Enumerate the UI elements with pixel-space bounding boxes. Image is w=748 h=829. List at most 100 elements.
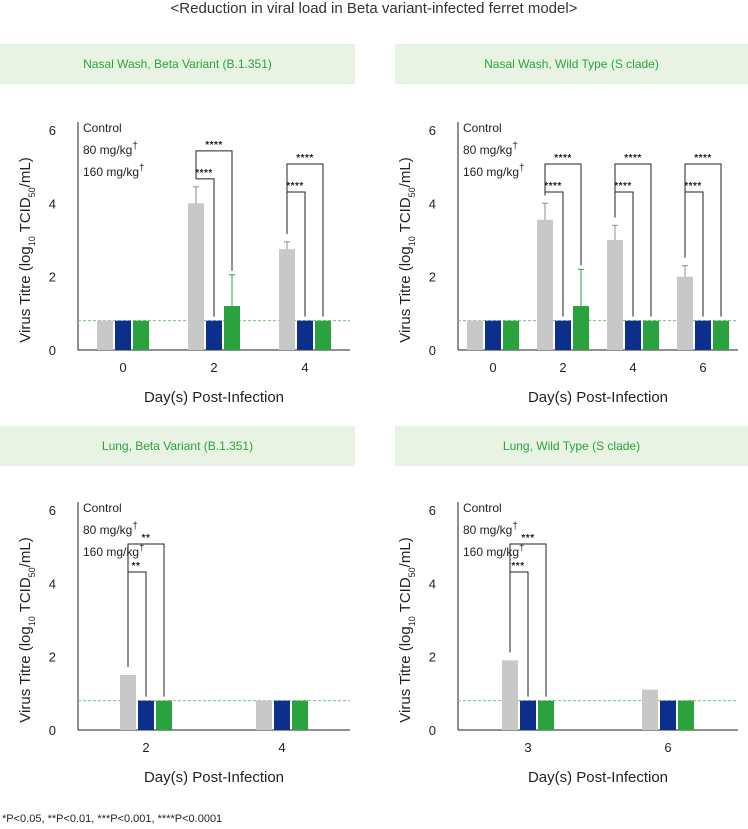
y-axis-label: Virus Titre (log10 TCID50/mL) [397, 157, 417, 342]
y-tick-label: 2 [429, 650, 436, 665]
x-axis-label: Day(s) Post-Infection [144, 769, 284, 786]
bar-control [279, 249, 295, 350]
x-tick-label: 4 [301, 360, 308, 375]
bar-160mg [678, 700, 694, 730]
bar-80mg [660, 700, 676, 730]
legend-entry: Control [463, 501, 502, 515]
chart-lung-wild-type: 0 2 4 6 Virus Titre (log10 TCID50/mL) 3 6 Day(s… [397, 501, 738, 786]
x-tick-label: 0 [119, 360, 126, 375]
significance-label: **** [195, 168, 213, 179]
panel-header-lung-wild-type: Lung, Wild Type (S clade) [395, 426, 748, 466]
x-axis-label: Day(s) Post-Infection [528, 769, 668, 786]
chart-nasal-wash-wild-type: 0 2 4 6 Virus Titre (log10 TCID50/mL) 0 2 4 6 Day… [397, 121, 738, 406]
x-tick-label: 2 [142, 740, 149, 755]
y-tick-label: 4 [429, 196, 436, 211]
significance-bracket [684, 163, 722, 317]
bar-control [120, 675, 136, 730]
x-tick-label: 2 [210, 360, 217, 375]
y-tick-label: 6 [429, 503, 436, 518]
y-tick-label: 2 [49, 270, 56, 285]
legend-entry: Control [83, 121, 122, 135]
y-axis-label: Virus Titre (log10 TCID50/mL) [17, 537, 37, 722]
bar-160mg [156, 700, 172, 730]
significance-bracket [544, 163, 582, 266]
x-tick-label: 6 [699, 360, 706, 375]
bar-control [467, 320, 483, 350]
y-tick-label: 6 [49, 123, 56, 138]
panel-header-nasal-wild-type: Nasal Wash, Wild Type (S clade) [395, 44, 748, 84]
significance-bracket [196, 178, 215, 317]
bar-160mg [292, 700, 308, 730]
significance-bracket [195, 150, 233, 271]
panel-header-nasal-beta: Nasal Wash, Beta Variant (B.1.351) [0, 44, 355, 84]
significance-label: **** [684, 181, 702, 192]
chart-nasal-wash-beta: 0 2 4 6 Virus Titre (log10 TCID50/mL) 0 2 4 Day(… [17, 121, 350, 406]
footnote: *P<0.05, **P<0.01, ***P<0.001, ****P<0.0… [2, 813, 223, 825]
bar-control [97, 320, 113, 350]
legend-entry: 80 mg/kg† [463, 521, 518, 538]
x-axis-label: Day(s) Post-Infection [144, 389, 284, 406]
significance-label: *** [521, 533, 534, 544]
x-axis-label: Day(s) Post-Infection [528, 389, 668, 406]
panel-header-lung-beta: Lung, Beta Variant (B.1.351) [0, 426, 355, 466]
bar-160mg [538, 700, 554, 730]
significance-label: **** [205, 140, 223, 151]
figure-title: <Reduction in viral load in Beta variant… [170, 0, 578, 17]
bar-160mg [133, 320, 149, 350]
bar-80mg [274, 700, 290, 730]
y-tick-label: 2 [49, 650, 56, 665]
legend-entry: 160 mg/kg† [83, 163, 145, 180]
significance-label: ** [132, 561, 141, 572]
y-tick-label: 0 [49, 723, 56, 738]
bar-80mg [520, 700, 536, 730]
bar-80mg [485, 320, 501, 350]
x-tick-label: 6 [664, 740, 671, 755]
y-tick-label: 6 [429, 123, 436, 138]
y-tick-label: 2 [429, 270, 436, 285]
x-tick-label: 0 [489, 360, 496, 375]
x-tick-label: 2 [559, 360, 566, 375]
y-axis-label: Virus Titre (log10 TCID50/mL) [17, 157, 37, 342]
y-tick-label: 4 [49, 576, 56, 591]
legend-entry: Control [463, 121, 502, 135]
x-tick-label: 4 [629, 360, 636, 375]
bar-80mg [625, 320, 641, 350]
y-tick-label: 0 [429, 723, 436, 738]
bar-control [607, 240, 623, 350]
significance-bracket [286, 163, 324, 317]
y-axis-label: Virus Titre (log10 TCID50/mL) [397, 537, 417, 722]
significance-label: **** [694, 153, 712, 164]
significance-label: **** [624, 153, 642, 164]
legend-entry: 80 mg/kg† [463, 141, 518, 158]
bar-80mg [555, 320, 571, 350]
bar-control [537, 219, 553, 350]
bar-control [188, 203, 204, 350]
bar-80mg [695, 320, 711, 350]
legend-entry: 80 mg/kg† [83, 521, 138, 538]
bar-160mg [315, 320, 331, 350]
bar-80mg [115, 320, 131, 350]
bar-control [642, 689, 658, 730]
bar-80mg [297, 320, 313, 350]
y-tick-label: 6 [49, 503, 56, 518]
x-tick-label: 4 [278, 740, 285, 755]
y-tick-label: 4 [429, 576, 436, 591]
significance-label: **** [554, 153, 572, 164]
bar-80mg [138, 700, 154, 730]
significance-bracket [509, 543, 547, 697]
bar-160mg [643, 320, 659, 350]
bar-control [502, 660, 518, 730]
bar-control [256, 700, 272, 730]
legend-entry: 160 mg/kg† [463, 163, 525, 180]
legend-entry: 160 mg/kg† [83, 543, 145, 560]
bar-control [677, 276, 693, 350]
significance-bracket [127, 543, 165, 697]
bar-160mg [503, 320, 519, 350]
significance-label: **** [286, 181, 304, 192]
bar-80mg [206, 320, 222, 350]
chart-lung-beta: 0 2 4 6 Virus Titre (log10 TCID50/mL) 2 4 Day(s… [17, 501, 350, 786]
significance-label: *** [511, 561, 524, 572]
significance-label: **** [544, 181, 562, 192]
significance-label: **** [614, 181, 632, 192]
y-tick-label: 0 [49, 343, 56, 358]
